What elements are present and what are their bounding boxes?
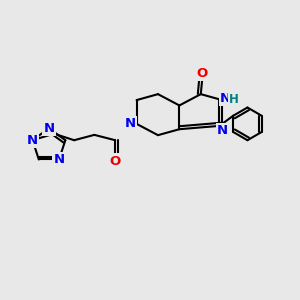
Text: N: N: [53, 153, 64, 166]
Text: O: O: [110, 154, 121, 167]
Text: N: N: [44, 122, 55, 135]
Text: O: O: [196, 67, 208, 80]
Text: N: N: [125, 117, 136, 130]
Text: H: H: [229, 93, 238, 106]
Text: N: N: [217, 124, 228, 136]
Text: N: N: [220, 92, 231, 105]
Text: N: N: [27, 134, 38, 147]
